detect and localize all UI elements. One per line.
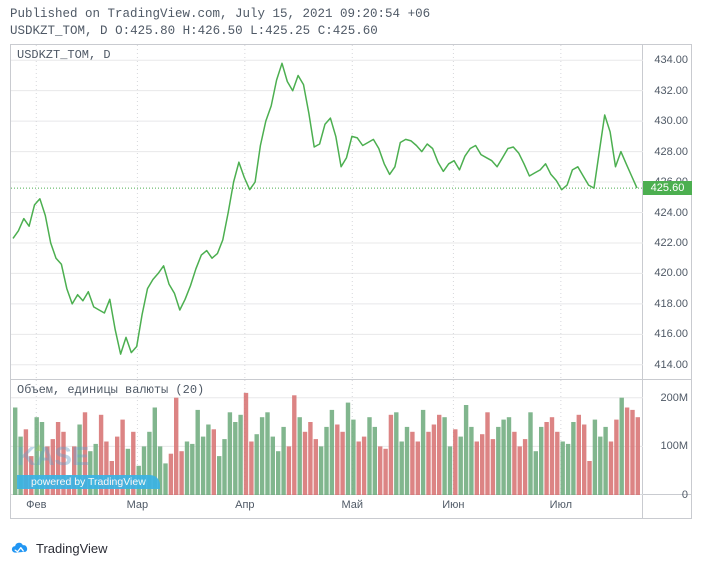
price-ytick: 420.00: [654, 267, 688, 279]
kase-watermark: KASE powered by TradingView: [17, 441, 160, 490]
volume-pane-title: Объем, единицы валюты (20): [17, 383, 204, 397]
price-pane-title: USDKZT_TOM, D: [17, 48, 111, 62]
kase-logo-text: KASE: [17, 441, 160, 472]
chart-header: Published on TradingView.com, July 15, 2…: [0, 0, 702, 42]
price-ytick: 434.00: [654, 54, 688, 66]
xaxis-label: Июн: [442, 499, 464, 511]
xaxis-label: Май: [341, 499, 363, 511]
price-ytick: 414.00: [654, 359, 688, 371]
xaxis-label: Апр: [235, 499, 254, 511]
published-line: Published on TradingView.com, July 15, 2…: [10, 6, 692, 23]
last-price-label: 425.60: [643, 181, 692, 195]
price-ytick: 418.00: [654, 298, 688, 310]
tradingview-cloud-icon: [10, 542, 30, 555]
volume-ytick: 100M: [660, 440, 688, 452]
price-ytick: 430.00: [654, 115, 688, 127]
price-line-svg: [11, 45, 643, 380]
interval: D: [100, 24, 108, 38]
time-xaxis: Фев Мар Апр Май Июн Июл: [11, 495, 643, 519]
price-pane[interactable]: USDKZT_TOM, D: [11, 45, 643, 380]
xaxis-label: Июл: [550, 499, 572, 511]
volume-yaxis: 0100M200M: [643, 380, 692, 495]
price-ytick: 428.00: [654, 146, 688, 158]
footer-brand[interactable]: TradingView: [10, 541, 108, 556]
price-ytick: 424.00: [654, 207, 688, 219]
footer-brand-text: TradingView: [36, 541, 108, 556]
ohlc-close: 425.60: [333, 24, 378, 38]
volume-pane[interactable]: Объем, единицы валюты (20) KASE powered …: [11, 380, 643, 495]
xaxis-label: Мар: [127, 499, 149, 511]
volume-ytick: 0: [682, 489, 688, 501]
ohlc-low: 425.25: [265, 24, 310, 38]
ohlc-block: O:425.80 H:426.50 L:425.25 C:425.60: [115, 24, 378, 38]
symbol-ohlc-line: USDKZT_TOM, D O:425.80 H:426.50 L:425.25…: [10, 23, 692, 40]
price-ytick: 416.00: [654, 328, 688, 340]
xaxis-label: Фев: [26, 499, 46, 511]
ohlc-high: 426.50: [198, 24, 243, 38]
price-ytick: 432.00: [654, 85, 688, 97]
chart-area[interactable]: USDKZT_TOM, D 414.00 416.00 418.00 420.00 42…: [10, 44, 692, 519]
price-yaxis: 414.00416.00418.00420.00422.00424.00426.…: [643, 45, 692, 380]
symbol: USDKZT_TOM: [10, 24, 85, 38]
ohlc-open: 425.80: [130, 24, 175, 38]
price-ytick: 422.00: [654, 237, 688, 249]
volume-ytick: 200M: [660, 392, 688, 404]
powered-by-text: powered by TradingView: [17, 475, 160, 489]
